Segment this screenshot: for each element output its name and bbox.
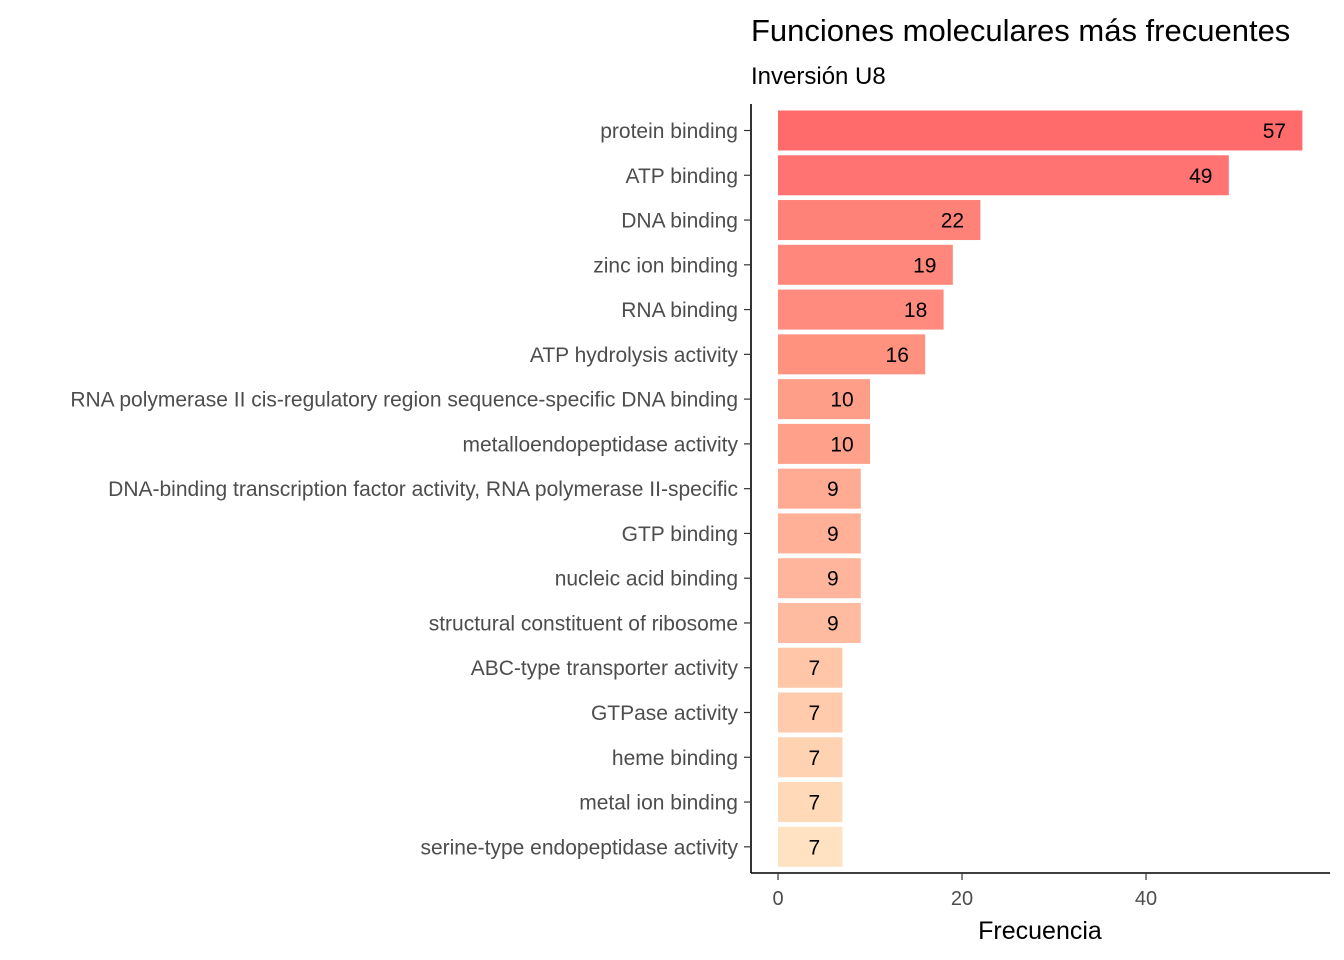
data-label: 10: [830, 433, 853, 456]
category-label: DNA binding: [621, 210, 738, 233]
bar: [778, 647, 843, 688]
bar: [778, 334, 926, 375]
bar: [778, 737, 843, 778]
category-labels-group: protein binding ATP binding DNA binding zin…: [70, 120, 738, 859]
x-ticks-group: 0 20 40: [744, 129, 1157, 910]
bar: [778, 423, 870, 464]
chart-title: Funciones moleculares más frecuentes: [751, 13, 1290, 48]
bar: [778, 826, 843, 867]
x-axis-label: Frecuencia: [978, 917, 1102, 945]
bar: [778, 110, 1303, 151]
bar: [778, 200, 981, 241]
data-label: 9: [827, 612, 839, 635]
category-label: metalloendopeptidase activity: [462, 433, 738, 456]
bar: [778, 602, 861, 643]
data-label: 16: [886, 344, 909, 367]
data-label: 7: [809, 702, 821, 725]
data-label: 7: [809, 657, 821, 680]
bar: [778, 244, 953, 285]
bar: [778, 513, 861, 554]
data-label: 9: [827, 478, 839, 501]
bar: [778, 155, 1229, 196]
category-label: metal ion binding: [579, 792, 738, 815]
category-label: protein binding: [600, 120, 738, 143]
category-label: ABC-type transporter activity: [471, 657, 739, 680]
data-label: 57: [1263, 120, 1286, 143]
category-label: ATP binding: [626, 165, 738, 188]
data-label: 9: [827, 568, 839, 591]
bar: [778, 468, 861, 509]
data-label: 7: [809, 747, 821, 770]
bar: [778, 782, 843, 823]
category-label: ATP hydrolysis activity: [530, 344, 739, 367]
category-label: RNA polymerase II cis-regulatory region …: [70, 389, 738, 412]
data-label: 49: [1189, 165, 1212, 188]
bar: [778, 692, 843, 733]
category-label: GTP binding: [622, 523, 738, 546]
data-label: 18: [904, 299, 927, 322]
bar: [778, 289, 944, 330]
data-label: 10: [830, 389, 853, 412]
category-label: structural constituent of ribosome: [429, 612, 738, 635]
category-label: GTPase activity: [591, 702, 739, 725]
x-tick-label: 20: [951, 888, 973, 910]
category-label: DNA-binding transcription factor activit…: [108, 478, 738, 501]
x-tick-label: 40: [1135, 888, 1157, 910]
bar: [778, 558, 861, 599]
category-label: RNA binding: [621, 299, 738, 322]
data-label: 7: [809, 792, 821, 815]
category-label: nucleic acid binding: [555, 568, 738, 591]
bars-group: [778, 110, 1303, 867]
data-label: 19: [913, 254, 936, 277]
category-label: zinc ion binding: [593, 254, 738, 277]
category-label: serine-type endopeptidase activity: [420, 836, 738, 859]
category-label: heme binding: [612, 747, 738, 770]
data-label: 22: [941, 210, 964, 233]
chart-subtitle: Inversión U8: [751, 63, 886, 90]
x-tick-label: 0: [772, 888, 783, 910]
data-label: 7: [809, 836, 821, 859]
data-label: 9: [827, 523, 839, 546]
bar: [778, 379, 870, 420]
